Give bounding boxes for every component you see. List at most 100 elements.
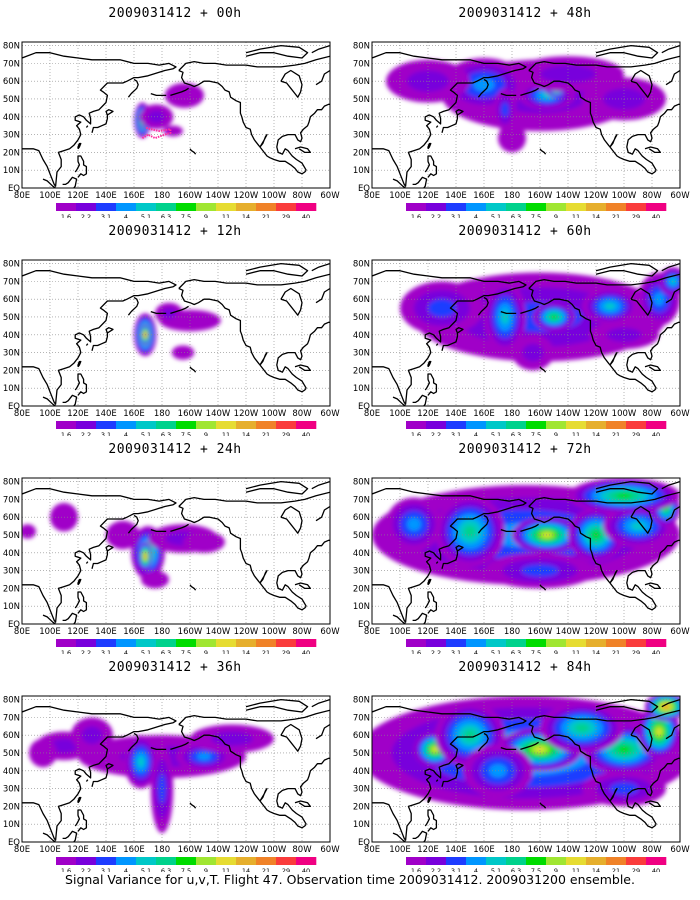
lat-tick-label: 20N <box>3 584 20 594</box>
colorbar-swatch <box>586 639 607 647</box>
coastline <box>392 178 406 188</box>
colorbar-swatch <box>486 421 507 429</box>
coastline <box>178 69 307 175</box>
colorbar-label: 2.2 <box>431 649 441 654</box>
coastline <box>528 723 657 829</box>
colorbar-label: 6.3 <box>161 867 171 872</box>
lat-tick-label: 70N <box>3 59 20 69</box>
lon-tick-label: 140W <box>206 845 231 855</box>
colorbar-swatch <box>196 639 217 647</box>
variance-contour <box>197 752 211 761</box>
coastline <box>528 69 657 175</box>
lat-tick-label: 60N <box>353 295 370 305</box>
map-svg: 80E 100E 120E 140E 160E 180 160W 140W 120W 100W 80… <box>3 695 340 872</box>
colorbar-label: 3.1 <box>101 649 111 654</box>
coastline <box>424 155 438 178</box>
figure-caption: Signal Variance for u,v,T. Flight 47. Ob… <box>65 872 635 887</box>
coastline <box>427 360 432 368</box>
coastline <box>91 763 114 787</box>
variance-contour <box>616 493 632 499</box>
coastline <box>315 287 330 304</box>
colorbar-swatch <box>646 857 667 865</box>
colorbar-swatch <box>626 639 647 647</box>
lat-tick-label: EQ <box>358 838 370 848</box>
coastline <box>85 343 89 346</box>
colorbar-label: 6.3 <box>161 431 171 436</box>
coastline <box>245 44 309 59</box>
lat-tick-label: 40N <box>353 767 370 777</box>
coastline <box>85 779 89 782</box>
colorbar-label: 21 <box>262 431 270 436</box>
colorbar-swatch <box>156 421 177 429</box>
coastline <box>245 262 309 277</box>
colorbar-swatch <box>56 203 77 211</box>
coastline <box>315 723 330 740</box>
colorbar-label: 14 <box>592 867 600 872</box>
lon-tick-label: 140W <box>556 409 581 419</box>
variance-contour <box>501 102 509 117</box>
coastline <box>595 44 659 59</box>
variance-contour <box>171 345 195 360</box>
colorbar-swatch <box>566 421 587 429</box>
colorbar-label: 40 <box>302 431 310 436</box>
coastline <box>85 561 89 564</box>
coastline <box>22 270 177 405</box>
lat-tick-label: 70N <box>3 277 20 287</box>
coastline <box>626 103 680 171</box>
colorbar-label: 6.3 <box>511 431 521 436</box>
coastline <box>500 310 517 315</box>
coastline <box>520 741 539 751</box>
colorbar-swatch <box>256 421 277 429</box>
lon-tick-label: 180 <box>154 191 170 201</box>
panel-title: 2009031412 + 12h <box>108 224 242 239</box>
coastline <box>42 396 56 406</box>
colorbar-label: 11 <box>222 867 230 872</box>
colorbar-swatch <box>176 421 197 429</box>
colorbar-label: 29 <box>632 431 640 436</box>
coastline <box>22 488 177 623</box>
colorbar-label: 21 <box>612 867 620 872</box>
lon-tick-label: 160W <box>178 627 203 637</box>
colorbar-swatch <box>446 203 467 211</box>
lon-tick-label: 180 <box>504 627 520 637</box>
colorbar-swatch <box>586 421 607 429</box>
lat-tick-label: 30N <box>353 131 370 141</box>
coastline <box>85 125 89 128</box>
coastline <box>294 364 312 372</box>
panel-title: 2009031412 + 84h <box>458 660 592 675</box>
colorbar-swatch <box>586 203 607 211</box>
lat-tick-label: 20N <box>353 148 370 158</box>
variance-contour <box>551 314 557 320</box>
lon-tick-label: 120W <box>584 845 609 855</box>
colorbar-swatch <box>216 857 237 865</box>
colorbar-swatch <box>646 203 667 211</box>
colorbar-swatch <box>546 857 567 865</box>
coastline <box>62 612 78 624</box>
coastline <box>77 360 82 368</box>
colorbar-swatch <box>526 639 547 647</box>
colorbar-label: 9 <box>204 431 208 436</box>
colorbar-swatch <box>626 203 647 211</box>
lat-tick-label: 30N <box>353 349 370 359</box>
colorbar-swatch <box>566 857 587 865</box>
lon-tick-label: 160E <box>473 191 495 201</box>
coastline <box>170 523 189 533</box>
lat-tick-label: EQ <box>358 402 370 412</box>
coastline <box>630 69 653 98</box>
variance-contour <box>464 525 476 538</box>
coastline <box>294 800 312 808</box>
coastline <box>630 287 653 316</box>
colorbar-swatch <box>296 857 317 865</box>
coastline <box>170 741 189 751</box>
variance-field <box>22 478 330 624</box>
lon-tick-label: 60W <box>670 845 690 855</box>
lat-tick-label: 20N <box>353 366 370 376</box>
map-frame <box>21 259 331 407</box>
map-panel-84h: 2009031412 + 84h 80E 100E 120E 140E 160E 180 16… <box>350 654 700 872</box>
colorbar-label: 11 <box>572 867 580 872</box>
lat-tick-label: 60N <box>353 731 370 741</box>
lon-tick-label: 160E <box>473 845 495 855</box>
lat-tick-label: 80N <box>353 260 370 270</box>
lat-tick-label: 40N <box>353 113 370 123</box>
colorbar-label: 9 <box>204 867 208 872</box>
